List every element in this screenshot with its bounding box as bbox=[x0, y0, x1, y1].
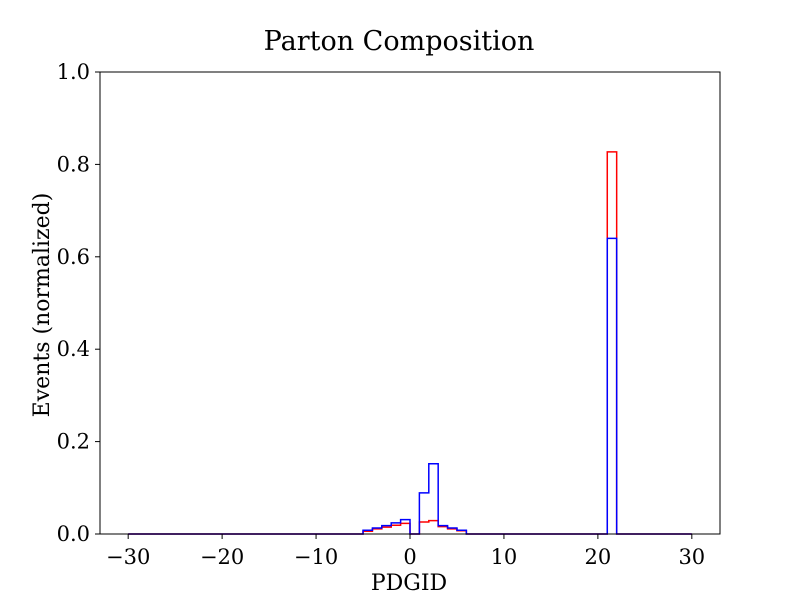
x-tick-label: 30 bbox=[678, 545, 705, 569]
histogram-bin bbox=[607, 238, 616, 534]
series-2 bbox=[128, 237, 692, 535]
histogram-bin bbox=[382, 527, 391, 534]
histogram-bin bbox=[391, 525, 400, 534]
y-tick-label: 0.0 bbox=[57, 522, 90, 546]
y-tick-label: 0.2 bbox=[57, 430, 90, 454]
histogram-bin bbox=[429, 521, 438, 534]
x-tick-label: −20 bbox=[200, 545, 244, 569]
y-tick-label: 1.0 bbox=[57, 60, 90, 84]
y-axis-label: Events (normalized) bbox=[30, 193, 55, 418]
histogram-bin bbox=[401, 520, 410, 534]
histogram-bin bbox=[372, 529, 381, 534]
histogram-bin bbox=[438, 527, 447, 534]
plot-frame bbox=[99, 71, 721, 535]
histogram-bin bbox=[448, 529, 457, 534]
histogram-bin bbox=[419, 493, 428, 534]
chart-title: Parton Composition bbox=[264, 26, 535, 57]
histogram-bin bbox=[419, 522, 428, 534]
x-tick-label: −10 bbox=[294, 545, 338, 569]
x-axis: −30 −20 −10 0 10 20 30 bbox=[106, 534, 705, 569]
y-axis: 0.0 0.2 0.4 0.6 0.8 1.0 bbox=[57, 60, 100, 546]
series-outline bbox=[128, 237, 692, 535]
histogram-bin bbox=[607, 152, 616, 534]
histogram-bin bbox=[401, 523, 410, 534]
x-tick-label: 10 bbox=[491, 545, 518, 569]
x-tick-label: 0 bbox=[403, 545, 416, 569]
y-tick-label: 0.6 bbox=[57, 245, 90, 269]
y-tick-label: 0.8 bbox=[57, 152, 90, 176]
x-axis-label: PDGID bbox=[371, 571, 447, 596]
histogram-bin bbox=[429, 464, 438, 534]
x-tick-label: 20 bbox=[585, 545, 612, 569]
x-tick-label: −30 bbox=[106, 545, 150, 569]
series-layer bbox=[128, 151, 692, 535]
y-tick-label: 0.4 bbox=[57, 337, 90, 361]
